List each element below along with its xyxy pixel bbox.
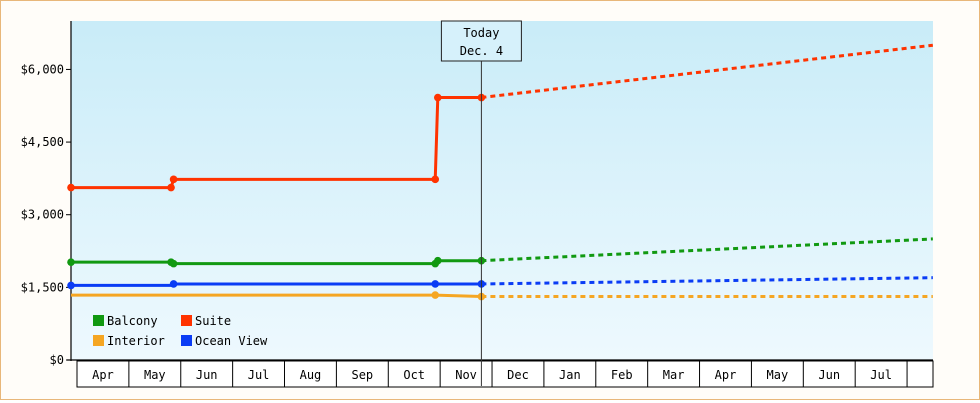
legend-swatch [181, 335, 192, 346]
plot-area [71, 21, 933, 360]
data-point [431, 291, 440, 299]
legend-item: Interior [93, 334, 165, 348]
x-tick-label: Jul [248, 368, 270, 382]
data-point [67, 281, 75, 290]
data-point [433, 256, 442, 265]
legend-swatch [181, 315, 192, 326]
legend-label: Interior [107, 334, 165, 348]
legend-item: Suite [181, 314, 231, 328]
y-tick-label: $3,000 [21, 208, 64, 222]
x-tick-label: Aug [300, 368, 322, 382]
data-point [431, 280, 440, 288]
x-tick-label: Oct [403, 368, 425, 382]
series-line [71, 259, 482, 266]
x-tick-label: Jan [559, 368, 581, 382]
x-tick-label: Nov [455, 368, 477, 382]
x-tick-label: Apr [715, 368, 737, 382]
x-tick-label: Jun [818, 368, 840, 382]
x-tick-label: May [767, 368, 789, 382]
series-ocean-view [67, 276, 933, 290]
series-line [71, 293, 482, 299]
x-tick-label: Jul [870, 368, 892, 382]
month-band [76, 360, 934, 388]
series-line [71, 96, 482, 190]
y-tick-label: $6,000 [21, 62, 64, 76]
data-point [167, 183, 175, 192]
legend-item: Ocean View [181, 334, 268, 348]
legend-item: Balcony [93, 314, 158, 328]
data-point [431, 175, 440, 184]
x-tick-label: Mar [663, 368, 685, 382]
x-tick-label: Apr [92, 368, 114, 382]
x-tick-label: May [144, 368, 166, 382]
today-label: Today [463, 26, 499, 40]
forecast-line [481, 43, 934, 100]
legend-label: Suite [195, 314, 231, 328]
data-point [67, 183, 75, 192]
series-suite [67, 43, 934, 192]
legend-swatch [93, 315, 104, 326]
y-tick-label: $0 [50, 353, 64, 367]
y-tick-label: $1,500 [21, 280, 64, 294]
legend-label: Ocean View [195, 334, 268, 348]
x-tick-label: Dec [507, 368, 529, 382]
forecast-line [481, 237, 933, 263]
x-tick-label: Feb [611, 368, 633, 382]
x-tick-label: Jun [196, 368, 218, 382]
series-line [71, 282, 482, 287]
legend-swatch [93, 335, 104, 346]
today-box [440, 20, 522, 62]
series-balcony [67, 237, 933, 268]
x-tick-label: Sep [351, 368, 373, 382]
today-date: Dec. 4 [460, 44, 503, 58]
forecast-line [481, 276, 933, 286]
y-tick-label: $4,500 [21, 135, 64, 149]
data-point [67, 258, 75, 266]
series-interior [71, 291, 933, 301]
legend-label: Balcony [107, 314, 158, 328]
data-point [169, 259, 178, 268]
data-point [169, 175, 178, 184]
data-point [169, 280, 178, 288]
data-point [433, 93, 442, 102]
